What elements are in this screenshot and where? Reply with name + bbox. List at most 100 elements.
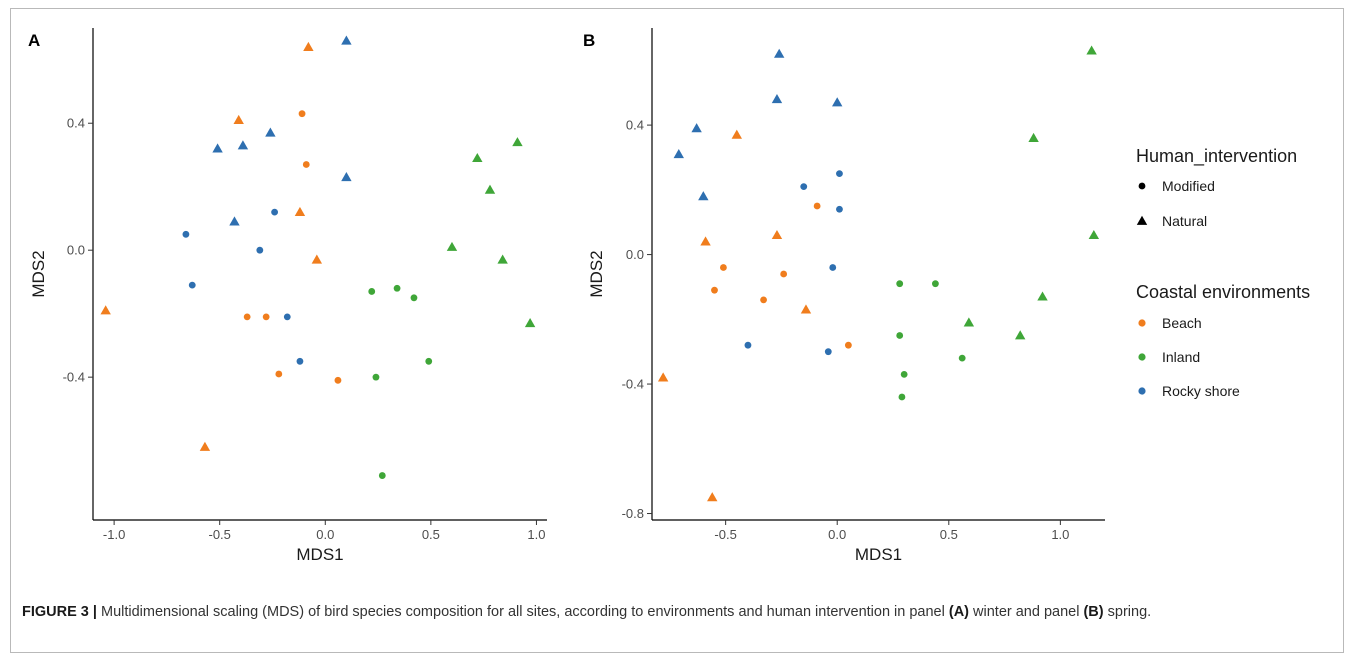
data-point <box>1037 291 1048 301</box>
legend-title-coastal-environments: Coastal environments <box>1136 282 1310 302</box>
data-point <box>341 35 352 45</box>
x-axis-title: MDS1 <box>296 545 343 564</box>
panel-b: B -0.5 0.0 0.5 1.0 -0.8 -0.4 0.0 0.4 MDS1 MDS2 <box>583 28 1105 564</box>
legend-title-human-intervention: Human_intervention <box>1136 146 1297 167</box>
caption-panel-b-ref: (B) <box>1083 604 1104 620</box>
data-point <box>311 254 323 264</box>
data-point <box>283 313 291 321</box>
data-point <box>657 372 669 382</box>
data-point <box>1028 132 1039 142</box>
data-point <box>265 127 276 137</box>
legend-key-color <box>1138 387 1146 395</box>
data-point <box>237 140 249 150</box>
caption-text: winter and panel <box>969 604 1084 620</box>
data-point <box>744 341 752 349</box>
y-axis-title: MDS2 <box>29 250 48 297</box>
data-point <box>393 284 401 292</box>
data-point <box>963 317 975 327</box>
data-point <box>497 254 508 264</box>
y-axis-title: MDS2 <box>587 250 606 297</box>
data-points <box>657 45 1100 502</box>
legend-label: Natural <box>1162 213 1207 229</box>
caption-text: spring. <box>1103 604 1152 620</box>
y-tick-label: 0.4 <box>626 118 644 133</box>
data-point <box>900 370 908 378</box>
panel-letter: A <box>28 31 40 50</box>
data-point <box>296 357 304 365</box>
data-point <box>813 202 821 210</box>
data-point <box>256 246 264 254</box>
data-point <box>368 288 376 295</box>
legend-key-triangle <box>1136 215 1148 225</box>
data-point <box>334 376 342 384</box>
data-point <box>1088 229 1100 240</box>
data-point <box>275 370 283 378</box>
data-point <box>720 264 727 271</box>
caption-text: Multidimensional scaling (MDS) of bird s… <box>96 604 949 620</box>
legend-label: Rocky shore <box>1162 383 1240 399</box>
data-point <box>341 171 352 182</box>
panel-a: A -1.0 -0.5 0.0 0.5 1.0 -0.4 0.0 0.4 MDS1 MDS2 <box>28 28 547 564</box>
y-tick-label: -0.4 <box>622 377 644 392</box>
data-point <box>836 170 843 178</box>
data-point <box>896 280 904 288</box>
legend-key-circle <box>1138 182 1146 190</box>
data-point <box>958 354 966 362</box>
data-point <box>898 393 906 401</box>
data-point <box>896 332 904 339</box>
data-point <box>700 236 711 246</box>
x-tick-label: 0.5 <box>940 527 958 542</box>
x-tick-label: 1.0 <box>527 527 545 542</box>
data-point <box>446 241 458 251</box>
y-tick-label: -0.8 <box>622 506 644 521</box>
data-point <box>378 472 386 479</box>
data-point <box>800 304 812 314</box>
x-tick-label: -0.5 <box>714 527 736 542</box>
legend-label: Inland <box>1162 349 1200 365</box>
data-point <box>780 270 788 278</box>
data-point <box>524 318 536 328</box>
data-point <box>760 296 767 304</box>
y-tick-label: -0.4 <box>63 370 85 385</box>
data-point <box>298 110 306 118</box>
data-point <box>771 94 783 104</box>
y-tick-label: 0.0 <box>67 243 85 258</box>
figure-caption: FIGURE 3 | Multidimensional scaling (MDS… <box>22 602 1327 622</box>
data-point <box>472 152 483 163</box>
data-point <box>372 373 380 381</box>
data-point <box>771 229 783 240</box>
data-point <box>229 216 240 226</box>
data-point <box>271 208 278 216</box>
legend-key-color <box>1138 319 1146 327</box>
data-point <box>512 137 523 147</box>
data-point <box>832 97 843 107</box>
data-point <box>844 341 852 349</box>
legend-label: Modified <box>1162 178 1215 194</box>
y-tick-label: 0.4 <box>67 116 85 131</box>
data-point <box>243 313 251 321</box>
data-point <box>425 357 433 365</box>
data-point <box>199 441 211 451</box>
data-point <box>731 129 742 139</box>
x-tick-label: 0.5 <box>422 527 440 542</box>
data-point <box>1086 45 1097 55</box>
data-point <box>691 123 702 133</box>
data-point <box>303 41 314 51</box>
data-point <box>100 305 111 315</box>
panel-letter: B <box>583 31 595 50</box>
data-point <box>233 114 244 124</box>
legend: Human_intervention Modified Natural Coastal… <box>1136 146 1310 399</box>
data-point <box>212 143 223 153</box>
data-point <box>800 183 808 191</box>
caption-panel-a-ref: (A) <box>948 604 969 620</box>
data-point <box>484 184 496 194</box>
legend-label: Beach <box>1162 315 1202 331</box>
data-point <box>302 161 310 168</box>
data-point <box>773 48 785 58</box>
data-point <box>829 264 837 271</box>
data-point <box>932 280 939 288</box>
data-point <box>410 294 418 302</box>
y-tick-label: 0.0 <box>626 247 644 262</box>
data-point <box>711 286 718 294</box>
caption-label: FIGURE 3 | <box>22 604 97 620</box>
